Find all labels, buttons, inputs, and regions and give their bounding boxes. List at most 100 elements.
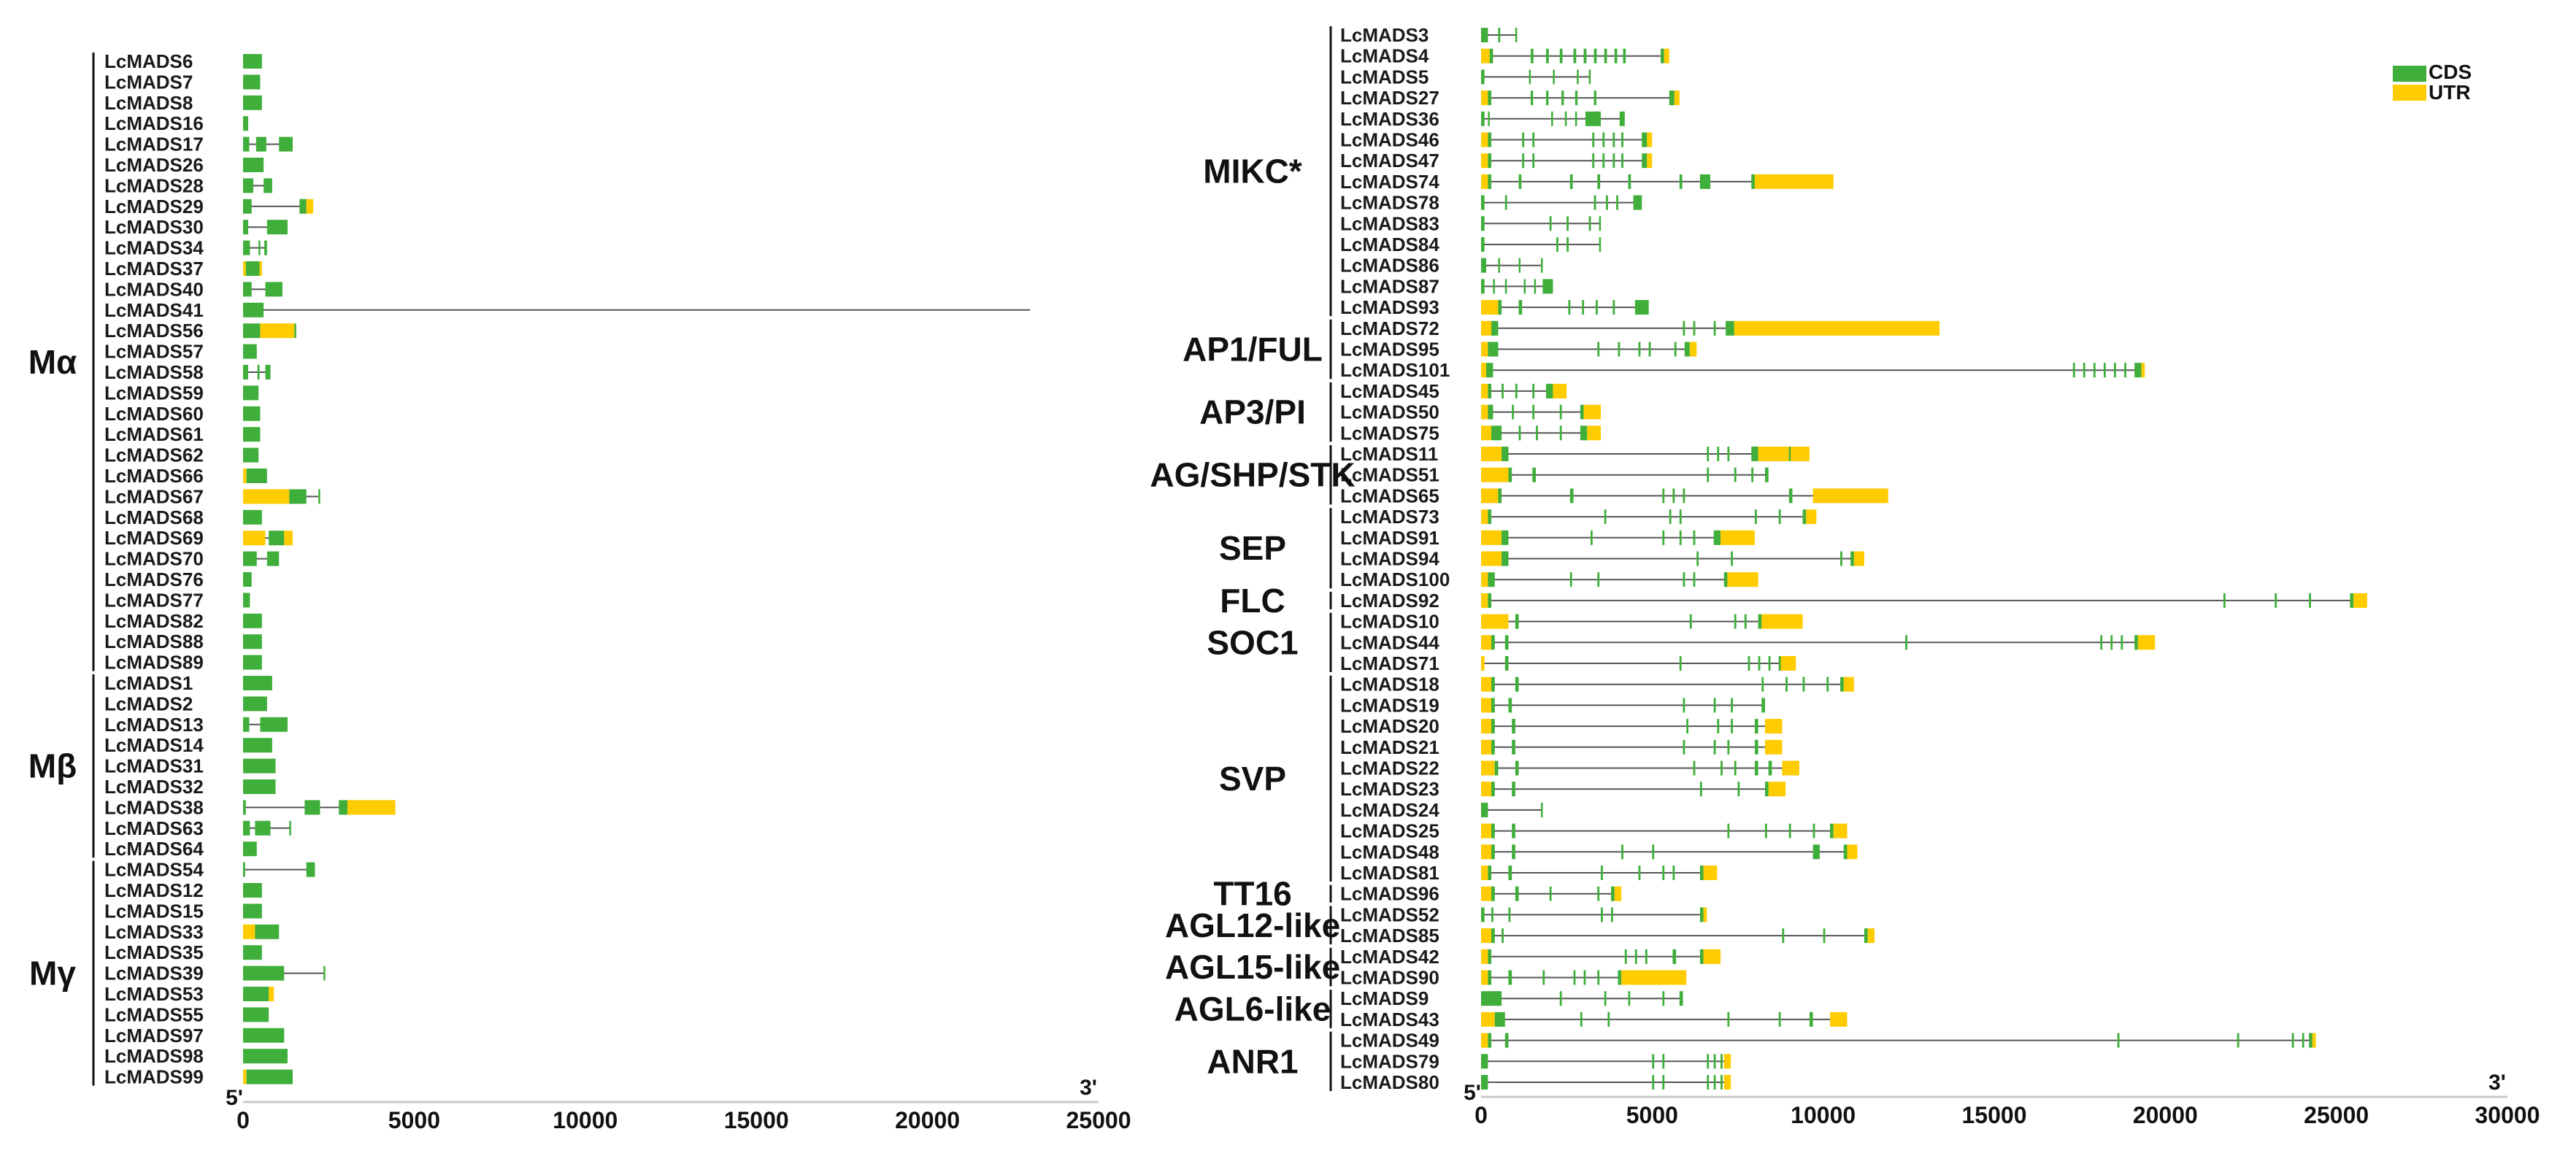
- gene-row: LcMADS93: [1340, 296, 1649, 318]
- cds-segment: [1599, 216, 1602, 231]
- cds-segment: [1764, 782, 1769, 797]
- cds-segment: [1559, 48, 1563, 63]
- cds-segment: [1662, 866, 1665, 880]
- gene-label: LcMADS14: [104, 734, 204, 756]
- cds-segment: [1679, 656, 1682, 671]
- cds-segment: [1652, 1054, 1655, 1069]
- cds-segment: [1764, 467, 1769, 482]
- cds-segment: [1713, 739, 1716, 755]
- cds-segment: [1707, 1054, 1710, 1069]
- utr-segment: [259, 261, 262, 276]
- gene-label: LcMADS38: [104, 796, 204, 818]
- cds-segment: [243, 738, 272, 753]
- gene-row: LcMADS29: [104, 196, 314, 217]
- gene-label: LcMADS42: [1340, 946, 1439, 968]
- gene-row: LcMADS17: [104, 134, 293, 155]
- utr-segment: [1481, 383, 1488, 398]
- cds-segment: [1754, 760, 1758, 776]
- gene-label: LcMADS97: [104, 1025, 204, 1047]
- gene-label: LcMADS17: [104, 134, 204, 155]
- cds-segment: [243, 282, 252, 297]
- utr-segment: [347, 800, 396, 815]
- cds-segment: [1761, 677, 1764, 692]
- legend-swatch-cds: [2393, 66, 2426, 82]
- gene-label: LcMADS16: [104, 112, 204, 134]
- group-label: AGL6-like: [1174, 990, 1331, 1028]
- utr-segment: [243, 924, 255, 939]
- cds-segment: [1782, 928, 1785, 944]
- cds-segment: [243, 220, 249, 235]
- gene-row: LcMADS16: [104, 112, 249, 134]
- cds-segment: [243, 965, 285, 981]
- utr-segment: [1647, 132, 1653, 147]
- gene-label: LcMADS66: [104, 465, 204, 487]
- x-axis: 0 5000 10000 15000 20000 25000 5' 3': [226, 1076, 1131, 1133]
- cds-segment: [1488, 132, 1492, 147]
- utr-segment: [1782, 760, 1799, 776]
- gene-row: LcMADS6: [104, 50, 262, 72]
- cds-segment: [1580, 404, 1584, 420]
- cds-segment: [1693, 530, 1696, 545]
- gene-row: LcMADS74: [1340, 171, 1834, 193]
- cds-segment: [1498, 488, 1502, 504]
- utr-segment: [1614, 886, 1622, 901]
- gene-row: LcMADS59: [104, 382, 259, 404]
- cds-segment: [1491, 782, 1495, 797]
- cds-segment: [1611, 886, 1615, 901]
- cds-segment: [1802, 677, 1805, 692]
- cds-segment: [1788, 823, 1791, 839]
- cds-segment: [1489, 48, 1493, 63]
- cds-segment: [1628, 174, 1631, 189]
- cds-segment: [255, 924, 280, 939]
- gene-label: LcMADS78: [1340, 192, 1439, 214]
- gene-label: LcMADS23: [1340, 778, 1439, 800]
- cds-segment: [1652, 844, 1655, 860]
- gene-label: LcMADS52: [1340, 903, 1439, 925]
- utr-segment: [1843, 677, 1854, 692]
- gene-label: LcMADS46: [1340, 129, 1439, 151]
- cds-segment: [1696, 551, 1699, 566]
- cds-segment: [243, 365, 249, 379]
- cds-segment: [318, 489, 320, 504]
- gene-label: LcMADS60: [104, 403, 204, 425]
- legend-label-utr: UTR: [2429, 81, 2471, 104]
- utr-segment: [1481, 719, 1492, 734]
- cds-segment: [1488, 949, 1492, 964]
- gene-row: LcMADS40: [104, 278, 282, 300]
- cds-segment: [1522, 153, 1525, 169]
- utr-segment: [1481, 677, 1492, 692]
- gene-row: LcMADS80: [1340, 1071, 1731, 1093]
- cds-segment: [1748, 656, 1750, 671]
- utr-segment: [1481, 866, 1488, 880]
- gene-label: LcMADS26: [104, 154, 204, 176]
- gene-label: LcMADS96: [1340, 883, 1439, 905]
- cds-segment: [1515, 383, 1518, 398]
- utr-segment: [1812, 488, 1888, 504]
- gene-label: LcMADS82: [104, 610, 204, 632]
- utr-segment: [1553, 383, 1567, 398]
- gene-row: LcMADS85: [1340, 925, 1875, 947]
- gene-label: LcMADS6: [104, 50, 193, 72]
- cds-segment: [2275, 593, 2277, 608]
- gene-row: LcMADS66: [104, 465, 267, 487]
- utr-segment: [1481, 530, 1502, 545]
- cds-segment: [1481, 258, 1487, 273]
- gene-row: LcMADS35: [104, 941, 262, 963]
- cds-segment: [1612, 300, 1615, 315]
- gene-label: LcMADS15: [104, 900, 204, 922]
- cds-segment: [1683, 698, 1685, 713]
- cds-segment: [1561, 90, 1564, 106]
- cds-segment: [1546, 383, 1553, 398]
- gene-label: LcMADS65: [1340, 485, 1439, 506]
- gene-label: LcMADS91: [1340, 527, 1439, 549]
- gene-label: LcMADS34: [104, 237, 204, 259]
- cds-segment: [1802, 509, 1807, 525]
- gene-row: LcMADS9: [1340, 987, 1683, 1009]
- gene-row: LcMADS47: [1340, 150, 1653, 171]
- cds-segment: [1566, 216, 1569, 231]
- cds-segment: [1518, 174, 1522, 189]
- gene-row: LcMADS57: [104, 341, 257, 363]
- gene-label: LcMADS54: [104, 859, 204, 881]
- cds-segment: [2309, 593, 2311, 608]
- cds-segment: [1612, 153, 1615, 169]
